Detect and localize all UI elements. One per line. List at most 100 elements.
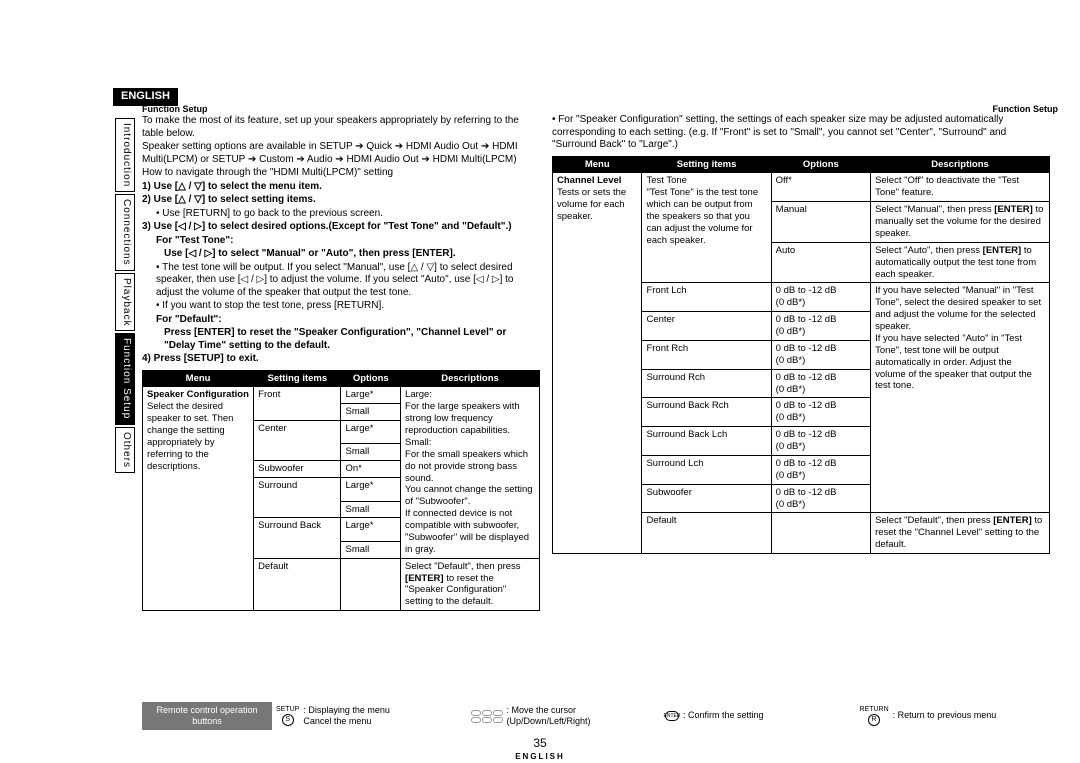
language-footer: ENGLISH — [0, 752, 1080, 762]
footer-text: : Displaying the menu — [303, 705, 390, 715]
setting-cell: Surround Back Rch — [642, 398, 771, 427]
option-cell — [771, 513, 870, 554]
option-cell: Large* — [341, 518, 401, 541]
remote-control-footer: Remote control operation buttons SETUP S… — [142, 702, 1050, 730]
intro-text: To make the most of its feature, set up … — [142, 115, 540, 366]
setting-cell: Front Rch — [642, 340, 771, 369]
desc-cell: Large: For the large speakers with stron… — [401, 387, 540, 558]
footer-text: : Return to previous menu — [893, 710, 997, 721]
intro-line: To make the most of its feature, set up … — [142, 115, 540, 140]
setting-cell: Center — [254, 421, 341, 461]
desc-cell: Select "Default", then press [ENTER] to … — [401, 558, 540, 611]
option-cell: Small — [341, 501, 401, 518]
desc-cell: Select "Manual", then press [ENTER] to m… — [871, 202, 1050, 243]
for-test-sub2: • The test tone will be output. If you s… — [142, 262, 540, 300]
sidebar-tab: Function Setup — [115, 333, 135, 424]
left-column: To make the most of its feature, set up … — [142, 114, 540, 611]
step-4: 4) Press [SETUP] to exit. — [142, 353, 540, 366]
option-cell: 0 dB to -12 dB (0 dB*) — [771, 369, 870, 398]
step-1: 1) Use [△ / ▽] to select the menu item. — [142, 181, 540, 194]
option-cell: Large* — [341, 421, 401, 444]
for-default: For "Default": — [142, 314, 540, 327]
table-row: Speaker ConfigurationSelect the desired … — [143, 387, 540, 404]
option-cell: Auto — [771, 242, 870, 283]
desc-cell: Select "Off" to deactivate the "Test Ton… — [871, 173, 1050, 202]
option-cell: 0 dB to -12 dB (0 dB*) — [771, 312, 870, 341]
dpad-icon — [471, 710, 503, 723]
footer-text: Cancel the menu — [303, 716, 371, 726]
option-cell: 0 dB to -12 dB (0 dB*) — [771, 340, 870, 369]
option-cell: 0 dB to -12 dB (0 dB*) — [771, 427, 870, 456]
option-cell: Manual — [771, 202, 870, 243]
option-cell: Small — [341, 541, 401, 558]
section-tabs: IntroductionConnectionsPlaybackFunction … — [115, 118, 135, 588]
step-2: 2) Use [△ / ▽] to select setting items. — [142, 194, 540, 207]
desc-cell: Select "Auto", then press [ENTER] to aut… — [871, 242, 1050, 283]
option-cell: Off* — [771, 173, 870, 202]
setting-cell: Surround Back Lch — [642, 427, 771, 456]
table-row: Channel LevelTests or sets the volume fo… — [553, 173, 1050, 202]
sidebar-tab: Connections — [115, 194, 135, 271]
return-button-icon: RETURN R — [860, 706, 889, 727]
intro-line: Speaker setting options are available in… — [142, 141, 540, 166]
option-cell: 0 dB to -12 dB (0 dB*) — [771, 283, 870, 312]
right-column: • For "Speaker Configuration" setting, t… — [552, 114, 1050, 554]
setting-cell: Surround Back — [254, 518, 341, 558]
th-setting: Setting items — [642, 156, 771, 173]
option-cell: Large* — [341, 387, 401, 404]
step-3: 3) Use [◁ / ▷] to select desired options… — [142, 221, 540, 234]
sidebar-tab: Others — [115, 427, 135, 473]
setting-cell: Front Lch — [642, 283, 771, 312]
footer-text: : Confirm the setting — [683, 710, 764, 721]
option-cell: Large* — [341, 478, 401, 501]
footer-setup: SETUP S : Displaying the menu Cancel the… — [272, 705, 467, 728]
th-desc: Descriptions — [871, 156, 1050, 173]
setting-cell: Surround Lch — [642, 455, 771, 484]
setting-cell: Subwoofer — [642, 484, 771, 513]
th-menu: Menu — [553, 156, 642, 173]
th-desc: Descriptions — [401, 370, 540, 387]
nav-title: How to navigate through the "HDMI Multi(… — [142, 167, 540, 180]
option-cell — [341, 558, 401, 611]
setting-cell: Test Tone "Test Tone" is the test tone w… — [642, 173, 771, 283]
desc-cell: Select "Default", then press [ENTER] to … — [871, 513, 1050, 554]
th-setting: Setting items — [254, 370, 341, 387]
option-cell: 0 dB to -12 dB (0 dB*) — [771, 455, 870, 484]
sidebar-tab: Playback — [115, 273, 135, 332]
footer-text: : Move the cursor — [507, 705, 577, 715]
footer-cursor: : Move the cursor (Up/Down/Left/Right) — [467, 705, 662, 728]
right-bullet: • For "Speaker Configuration" setting, t… — [552, 114, 1050, 152]
th-options: Options — [341, 370, 401, 387]
desc-cell: If you have selected "Manual" in "Test T… — [871, 283, 1050, 513]
for-default-sub: Press [ENTER] to reset the "Speaker Conf… — [142, 327, 540, 352]
footer-return: RETURN R : Return to previous menu — [856, 706, 1051, 727]
footer-enter: ENTER : Confirm the setting — [661, 710, 856, 721]
sidebar-tab: Introduction — [115, 118, 135, 192]
footer-text: (Up/Down/Left/Right) — [507, 716, 591, 726]
menu-cell: Speaker ConfigurationSelect the desired … — [143, 387, 254, 611]
step-2-sub: • Use [RETURN] to go back to the previou… — [142, 208, 540, 221]
option-cell: 0 dB to -12 dB (0 dB*) — [771, 484, 870, 513]
setting-cell: Default — [254, 558, 341, 611]
speaker-config-table: Menu Setting items Options Descriptions … — [142, 370, 540, 612]
for-test-sub3: • If you want to stop the test tone, pre… — [142, 300, 540, 313]
setup-button-icon: SETUP S — [276, 706, 299, 727]
setting-cell: Center — [642, 312, 771, 341]
setting-cell: Subwoofer — [254, 461, 341, 478]
footer-label: Remote control operation buttons — [142, 702, 272, 730]
enter-button-icon: ENTER — [665, 711, 679, 721]
for-test-tone: For "Test Tone": — [142, 235, 540, 248]
menu-cell: Channel LevelTests or sets the volume fo… — [553, 173, 642, 554]
setting-cell: Default — [642, 513, 771, 554]
for-test-sub1: Use [◁ / ▷] to select "Manual" or "Auto"… — [142, 248, 540, 261]
option-cell: Small — [341, 404, 401, 421]
channel-level-table: Menu Setting items Options Descriptions … — [552, 156, 1050, 555]
page-number: 35 — [0, 736, 1080, 751]
th-menu: Menu — [143, 370, 254, 387]
setting-cell: Surround Rch — [642, 369, 771, 398]
option-cell: 0 dB to -12 dB (0 dB*) — [771, 398, 870, 427]
option-cell: On* — [341, 461, 401, 478]
table-header-row: Menu Setting items Options Descriptions — [553, 156, 1050, 173]
option-cell: Small — [341, 444, 401, 461]
setting-cell: Front — [254, 387, 341, 421]
